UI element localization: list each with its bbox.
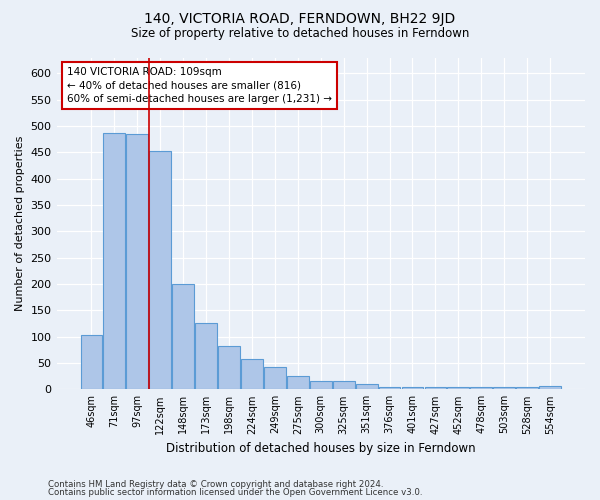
Bar <box>172 284 194 390</box>
Bar <box>470 386 492 390</box>
Y-axis label: Number of detached properties: Number of detached properties <box>15 136 25 311</box>
Text: Size of property relative to detached houses in Ferndown: Size of property relative to detached ho… <box>131 28 469 40</box>
Bar <box>264 367 286 390</box>
Text: Contains public sector information licensed under the Open Government Licence v3: Contains public sector information licen… <box>48 488 422 497</box>
Bar <box>379 386 400 390</box>
Text: 140 VICTORIA ROAD: 109sqm
← 40% of detached houses are smaller (816)
60% of semi: 140 VICTORIA ROAD: 109sqm ← 40% of detac… <box>67 68 332 104</box>
Bar <box>287 376 309 390</box>
Bar <box>448 386 469 390</box>
Bar <box>103 133 125 390</box>
X-axis label: Distribution of detached houses by size in Ferndown: Distribution of detached houses by size … <box>166 442 476 455</box>
Text: 140, VICTORIA ROAD, FERNDOWN, BH22 9JD: 140, VICTORIA ROAD, FERNDOWN, BH22 9JD <box>145 12 455 26</box>
Bar <box>516 386 538 390</box>
Bar <box>356 384 377 390</box>
Bar <box>195 324 217 390</box>
Bar <box>149 151 171 390</box>
Bar <box>539 386 561 390</box>
Bar <box>80 335 103 390</box>
Bar <box>425 386 446 390</box>
Bar <box>493 386 515 390</box>
Bar <box>333 382 355 390</box>
Bar <box>218 346 240 390</box>
Bar <box>127 134 148 390</box>
Text: Contains HM Land Registry data © Crown copyright and database right 2024.: Contains HM Land Registry data © Crown c… <box>48 480 383 489</box>
Bar <box>310 382 332 390</box>
Bar <box>401 386 424 390</box>
Bar <box>241 360 263 390</box>
